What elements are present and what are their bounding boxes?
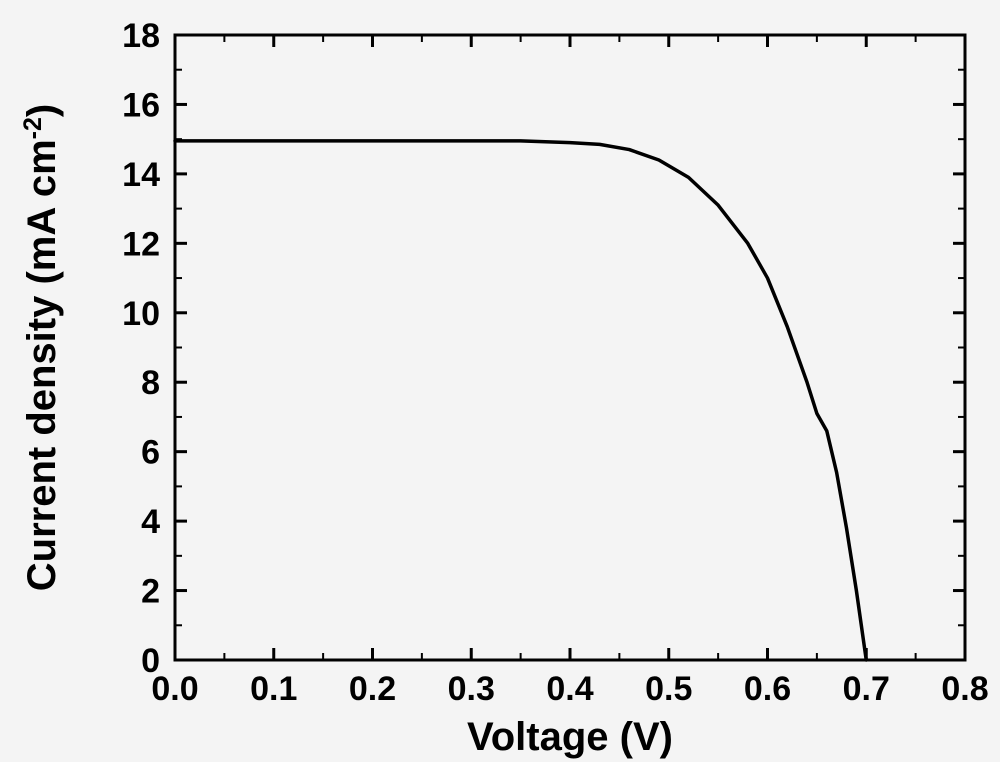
jv-chart: 0.00.10.20.30.40.50.60.70.80246810121416… (0, 0, 1000, 762)
x-tick-label: 0.7 (843, 670, 890, 708)
x-tick-label: 0.3 (448, 670, 495, 708)
x-tick-label: 0.8 (941, 670, 988, 708)
y-tick-label: 2 (141, 573, 160, 611)
x-tick-label: 0.2 (349, 670, 396, 708)
x-axis-label: Voltage (V) (467, 715, 673, 759)
x-tick-label: 0.5 (645, 670, 692, 708)
y-tick-label: 18 (122, 17, 160, 55)
y-tick-label: 16 (122, 86, 160, 124)
y-tick-label: 14 (122, 156, 160, 194)
y-tick-label: 4 (141, 503, 160, 541)
x-tick-label: 0.6 (744, 670, 791, 708)
x-tick-label: 0.4 (546, 670, 593, 708)
y-tick-label: 0 (141, 642, 160, 680)
y-tick-label: 8 (141, 364, 160, 402)
chart-svg: 0.00.10.20.30.40.50.60.70.80246810121416… (0, 0, 1000, 762)
y-tick-label: 10 (122, 295, 160, 333)
y-tick-label: 6 (141, 434, 160, 472)
x-tick-label: 0.1 (250, 670, 297, 708)
y-axis-label: Current density (mA cm-2) (19, 104, 64, 592)
plot-border (175, 35, 965, 660)
y-tick-label: 12 (122, 225, 160, 263)
